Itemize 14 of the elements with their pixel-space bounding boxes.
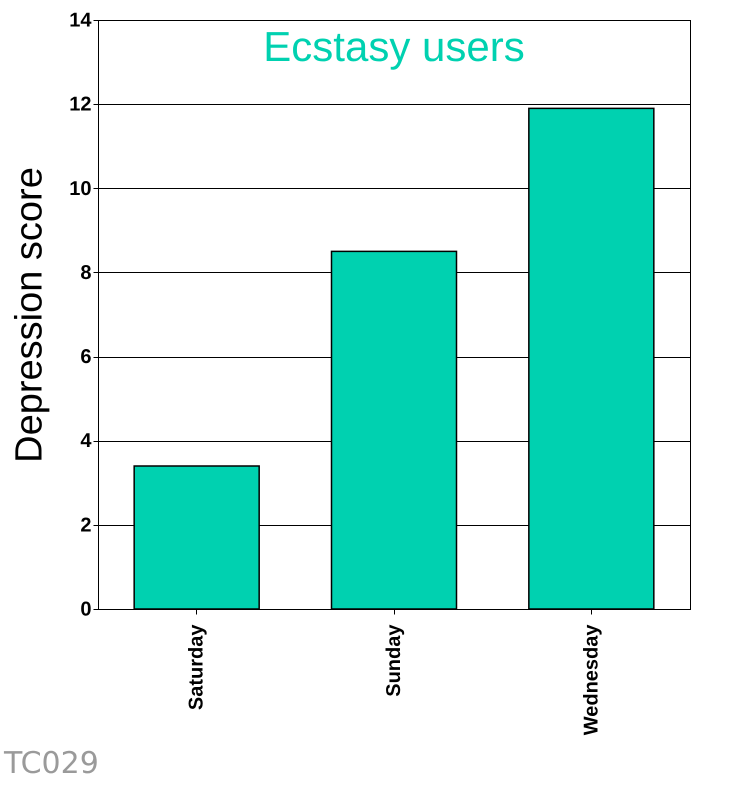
text: TC029 (4, 746, 99, 781)
y-tick-label: 4 (80, 430, 92, 452)
y-tick-label: 10 (69, 178, 92, 200)
y-axis-title: Depression score (8, 167, 50, 463)
y-tick-label: 12 (69, 94, 92, 116)
y-tick-label: 2 (80, 514, 92, 536)
x-tick-label: Sunday (383, 624, 405, 697)
y-tick-label: 6 (80, 346, 92, 368)
chart-title: Ecstasy users (263, 23, 525, 70)
x-tick-label: Wednesday (580, 624, 602, 736)
y-tick-label: 14 (69, 10, 92, 32)
y-tick-label: 8 (80, 262, 92, 284)
y-tick-label: 0 (80, 598, 92, 620)
x-tick-label: Saturday (186, 624, 208, 710)
